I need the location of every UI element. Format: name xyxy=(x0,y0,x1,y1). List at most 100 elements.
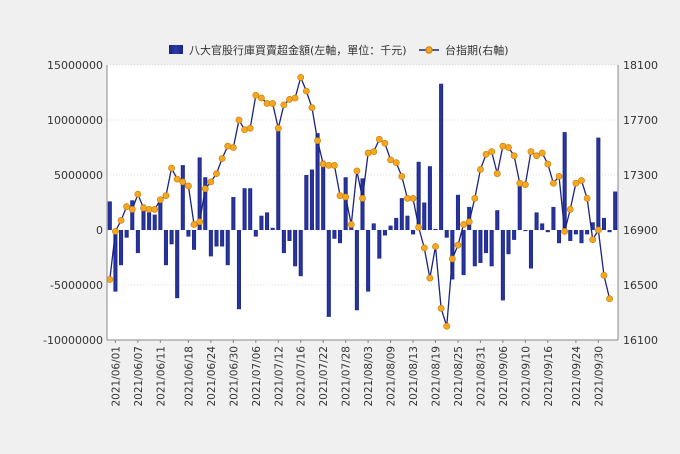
line-point xyxy=(308,104,316,112)
bar xyxy=(568,230,573,241)
bar xyxy=(309,169,314,230)
line-point xyxy=(106,276,114,283)
x-tick-label: 2021/08/09 xyxy=(386,346,398,407)
bar xyxy=(197,157,202,230)
line-point xyxy=(201,185,209,193)
line-point xyxy=(263,100,271,107)
line-point xyxy=(185,182,192,190)
bar xyxy=(394,217,399,230)
bar xyxy=(276,126,281,230)
bar xyxy=(203,177,208,230)
line-point xyxy=(218,155,226,162)
bar xyxy=(315,133,320,230)
bar xyxy=(439,83,444,230)
bar xyxy=(461,230,466,276)
line-point xyxy=(134,190,142,198)
line-point xyxy=(117,216,125,224)
line-point xyxy=(398,172,406,180)
bar xyxy=(231,197,236,230)
y-axis-right: 18100 17700 17300 16900 16500 16100 xyxy=(617,59,658,347)
bar xyxy=(590,222,595,230)
line-point xyxy=(375,135,383,143)
line-point xyxy=(353,167,361,175)
line-point xyxy=(387,156,394,164)
x-tick-label: 2021/08/31 xyxy=(475,346,487,407)
line-point xyxy=(505,144,512,151)
bar xyxy=(517,180,522,230)
line-point xyxy=(241,126,248,134)
y-axis-left: 15000000 10000000 5000000 0 -5000000 -1000000… xyxy=(43,59,108,347)
bar-series xyxy=(107,83,618,317)
line-point xyxy=(331,161,338,169)
bar xyxy=(175,230,180,299)
line-point xyxy=(533,152,540,160)
bar xyxy=(180,165,185,230)
bar xyxy=(427,166,432,230)
line-point xyxy=(572,179,580,187)
line-point xyxy=(606,295,613,303)
bar xyxy=(545,230,550,233)
line-point xyxy=(347,221,355,228)
line-point xyxy=(477,166,484,173)
line-point xyxy=(190,221,198,228)
line-point xyxy=(471,194,479,202)
line-point xyxy=(229,144,237,151)
bar xyxy=(152,214,157,230)
line-point xyxy=(437,304,445,312)
bar xyxy=(293,230,298,267)
line-point xyxy=(392,159,400,167)
bar xyxy=(405,215,410,230)
bar xyxy=(270,227,275,230)
x-tick-label: 2021/07/12 xyxy=(273,346,285,407)
bar xyxy=(242,188,247,230)
bar xyxy=(147,212,152,230)
line-point xyxy=(448,255,456,263)
line-point xyxy=(544,160,552,168)
line-point xyxy=(493,170,501,178)
bar xyxy=(135,230,140,254)
x-tick-label: 2021/08/19 xyxy=(431,346,443,407)
line-point xyxy=(521,181,529,189)
line-point xyxy=(426,274,434,282)
bar xyxy=(523,230,528,232)
line-point xyxy=(465,218,473,226)
line-point xyxy=(499,142,507,150)
bar xyxy=(141,204,146,230)
line-point xyxy=(538,149,546,157)
line-point xyxy=(235,116,243,124)
line-markers xyxy=(106,73,613,330)
line-point xyxy=(314,137,321,145)
y-right-tick-label: 17300 xyxy=(623,169,658,182)
line-point xyxy=(443,322,451,330)
x-tick-label: 2021/07/06 xyxy=(251,346,263,407)
bar xyxy=(253,230,258,237)
line-series xyxy=(109,75,611,327)
bar xyxy=(326,230,331,317)
bar xyxy=(332,230,337,239)
bar xyxy=(220,230,225,247)
bar xyxy=(613,191,618,230)
line-point xyxy=(583,194,591,202)
x-tick-label: 2021/09/30 xyxy=(593,346,605,407)
x-tick-label: 2021/07/22 xyxy=(318,346,330,407)
bar xyxy=(416,161,421,230)
bar xyxy=(411,230,416,235)
legend-bar-swatch xyxy=(169,45,183,54)
x-tick-label: 2021/06/18 xyxy=(183,346,195,407)
bar xyxy=(298,230,303,277)
bar xyxy=(163,230,168,266)
line-point xyxy=(415,223,423,231)
bar xyxy=(388,225,393,230)
line-point xyxy=(196,218,204,226)
bar xyxy=(596,137,601,230)
line-point xyxy=(488,148,496,156)
line-point xyxy=(364,149,372,157)
line-point xyxy=(207,178,215,186)
bar xyxy=(259,215,264,230)
bar xyxy=(534,212,539,230)
line-point xyxy=(179,178,187,186)
line-point xyxy=(269,100,277,107)
y-right-tick-label: 16500 xyxy=(623,279,658,292)
line-point xyxy=(336,192,344,200)
